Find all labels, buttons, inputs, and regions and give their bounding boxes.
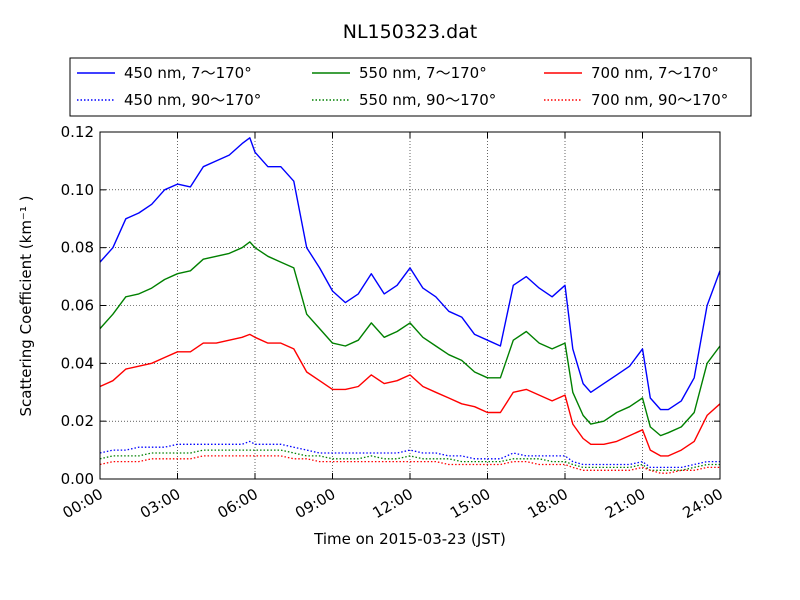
x-tick-label: 18:00 bbox=[525, 485, 571, 522]
legend-label-4: 450 nm, 90～170° bbox=[124, 91, 261, 109]
legend-box bbox=[69, 57, 752, 117]
chart-title: NL150323.dat bbox=[343, 21, 478, 43]
legend-label-6: 700 nm, 90～170° bbox=[591, 91, 728, 109]
y-tick-label: 0.04 bbox=[61, 354, 94, 372]
x-tick-label: 00:00 bbox=[60, 485, 106, 522]
legend-label-5: 550 nm, 90～170° bbox=[359, 91, 496, 109]
legend: 450 nm, 7～170° 550 nm, 7～170° 700 nm, 7～17… bbox=[69, 57, 752, 117]
x-tick-label: 03:00 bbox=[137, 485, 183, 522]
y-tick-label: 0.02 bbox=[61, 412, 94, 430]
legend-label-2: 550 nm, 7～170° bbox=[359, 64, 487, 82]
series-line-3 bbox=[99, 333, 721, 457]
series-line-5 bbox=[99, 449, 720, 471]
y-tick-label: 0.12 bbox=[61, 123, 94, 141]
series-line-1 bbox=[99, 137, 721, 411]
legend-label-3: 700 nm, 7～170° bbox=[591, 64, 719, 82]
y-tick-label: 0.06 bbox=[61, 297, 94, 315]
x-tick-label: 09:00 bbox=[292, 485, 338, 522]
y-tick-label: 0.10 bbox=[61, 181, 94, 199]
y-tick-label: 0.08 bbox=[61, 239, 94, 257]
x-axis-label: Time on 2015-03-23 (JST) bbox=[313, 530, 506, 548]
x-tick-label: 15:00 bbox=[447, 485, 493, 522]
series-line-2 bbox=[99, 241, 721, 437]
y-axis-label: Scattering Coefficient (km⁻¹ ) bbox=[17, 196, 35, 417]
y-tick-label: 0.00 bbox=[61, 470, 94, 488]
x-tick-label: 12:00 bbox=[370, 485, 416, 522]
plot-area: 00:00 03:00 06:00 09:00 12:00 15:00 18:00 21:00… bbox=[60, 123, 726, 522]
x-tick-label: 06:00 bbox=[215, 485, 261, 522]
x-tick-label: 24:00 bbox=[680, 485, 726, 522]
x-tick-label: 21:00 bbox=[602, 485, 648, 522]
legend-label-1: 450 nm, 7～170° bbox=[124, 64, 252, 82]
